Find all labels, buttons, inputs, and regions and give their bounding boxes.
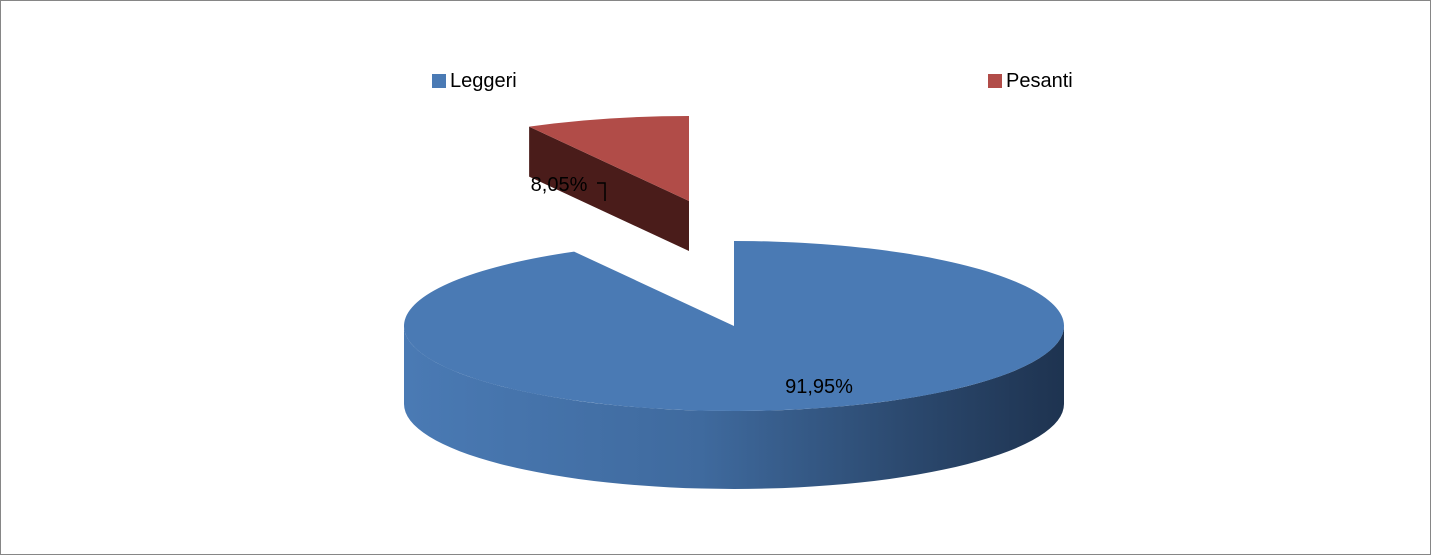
slice-side-pesanti — [529, 126, 689, 251]
legend-swatch-leggeri — [432, 74, 446, 88]
slice-side-leggeri — [404, 326, 1064, 489]
data-label-leggeri: 91,95% — [785, 376, 853, 398]
leader-line-pesanti — [597, 182, 606, 201]
legend-swatch-pesanti — [988, 74, 1002, 88]
legend: Leggeri Pesanti — [1, 71, 1430, 101]
legend-item-pesanti: Pesanti — [988, 71, 1073, 91]
legend-label-pesanti: Pesanti — [1006, 70, 1073, 92]
legend-label-leggeri: Leggeri — [450, 70, 517, 92]
slice-pesanti — [529, 116, 689, 201]
slice-leggeri — [403, 241, 1064, 412]
legend-item-leggeri: Leggeri — [432, 71, 517, 91]
data-label-pesanti: 8,05% — [531, 174, 588, 196]
